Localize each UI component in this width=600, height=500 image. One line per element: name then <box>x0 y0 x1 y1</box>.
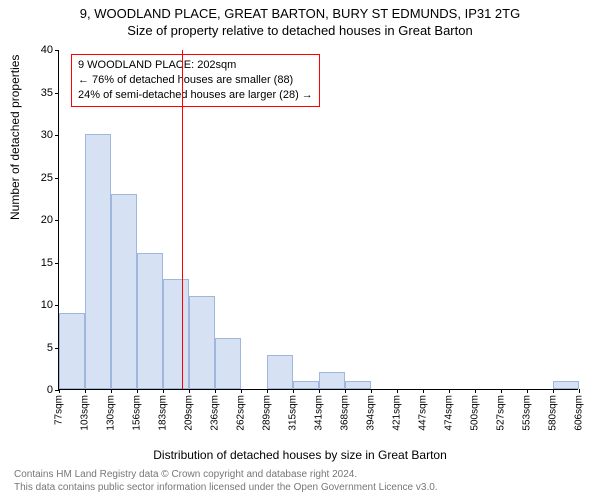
x-tick-mark <box>475 389 476 393</box>
reference-line <box>182 50 183 389</box>
x-tick-label: 130sqm <box>106 395 117 431</box>
x-axis-label: Distribution of detached houses by size … <box>0 448 600 462</box>
y-tick-mark <box>55 305 59 306</box>
histogram-bar <box>85 134 111 389</box>
y-tick-mark <box>55 263 59 264</box>
annotation-box: 9 WOODLAND PLACE: 202sqm ← 76% of detach… <box>71 54 320 107</box>
x-tick-mark <box>579 389 580 393</box>
x-tick-label: 421sqm <box>392 395 403 431</box>
x-tick-mark <box>449 389 450 393</box>
x-tick-label: 103sqm <box>80 395 91 431</box>
x-tick-label: 606sqm <box>574 395 585 431</box>
x-tick-label: 553sqm <box>522 395 533 431</box>
annotation-line-1: 9 WOODLAND PLACE: 202sqm <box>78 58 313 73</box>
chart-title: 9, WOODLAND PLACE, GREAT BARTON, BURY ST… <box>0 0 600 23</box>
y-axis-label: Number of detached properties <box>8 55 22 220</box>
histogram-bar <box>293 381 319 390</box>
x-tick-label: 527sqm <box>496 395 507 431</box>
x-tick-label: 183sqm <box>158 395 169 431</box>
y-tick-mark <box>55 50 59 51</box>
footer-line-1: Contains HM Land Registry data © Crown c… <box>14 469 438 482</box>
y-tick-mark <box>55 135 59 136</box>
x-tick-mark <box>59 389 60 393</box>
x-tick-mark <box>501 389 502 393</box>
y-tick-mark <box>55 220 59 221</box>
y-tick-mark <box>55 93 59 94</box>
histogram-bar <box>189 296 215 390</box>
histogram-bar <box>345 381 371 390</box>
annotation-line-2: ← 76% of detached houses are smaller (88… <box>78 73 313 88</box>
x-tick-mark <box>241 389 242 393</box>
x-tick-mark <box>137 389 138 393</box>
x-tick-label: 500sqm <box>470 395 481 431</box>
x-tick-label: 341sqm <box>314 395 325 431</box>
footer-line-2: This data contains public sector informa… <box>14 482 438 495</box>
x-tick-label: 447sqm <box>418 395 429 431</box>
x-tick-label: 580sqm <box>548 395 559 431</box>
histogram-bar <box>319 372 345 389</box>
chart-subtitle: Size of property relative to detached ho… <box>0 23 600 40</box>
y-tick-mark <box>55 178 59 179</box>
x-tick-mark <box>345 389 346 393</box>
x-tick-label: 315sqm <box>288 395 299 431</box>
chart-plot-area: 9 WOODLAND PLACE: 202sqm ← 76% of detach… <box>58 50 578 390</box>
x-tick-label: 474sqm <box>444 395 455 431</box>
histogram-bar <box>59 313 85 390</box>
histogram-bar <box>215 338 241 389</box>
x-tick-mark <box>319 389 320 393</box>
histogram-bar <box>267 355 293 389</box>
x-tick-label: 368sqm <box>340 395 351 431</box>
x-tick-mark <box>267 389 268 393</box>
footer-attribution: Contains HM Land Registry data © Crown c… <box>14 469 438 494</box>
x-tick-mark <box>527 389 528 393</box>
x-tick-mark <box>215 389 216 393</box>
x-tick-mark <box>163 389 164 393</box>
x-tick-label: 289sqm <box>262 395 273 431</box>
x-tick-mark <box>293 389 294 393</box>
x-tick-label: 236sqm <box>210 395 221 431</box>
x-tick-mark <box>371 389 372 393</box>
histogram-bar <box>137 253 163 389</box>
histogram-bar <box>111 194 137 390</box>
x-tick-mark <box>189 389 190 393</box>
x-tick-mark <box>423 389 424 393</box>
x-tick-mark <box>111 389 112 393</box>
x-tick-label: 156sqm <box>132 395 143 431</box>
x-tick-mark <box>553 389 554 393</box>
x-tick-label: 209sqm <box>184 395 195 431</box>
x-tick-label: 394sqm <box>366 395 377 431</box>
x-tick-label: 262sqm <box>236 395 247 431</box>
annotation-line-3: 24% of semi-detached houses are larger (… <box>78 88 313 103</box>
x-tick-mark <box>397 389 398 393</box>
x-tick-mark <box>85 389 86 393</box>
x-tick-label: 77sqm <box>54 395 65 425</box>
histogram-bar <box>163 279 189 390</box>
histogram-bar <box>553 381 579 390</box>
